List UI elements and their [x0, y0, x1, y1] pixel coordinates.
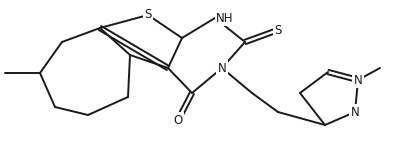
- Text: S: S: [274, 24, 282, 36]
- Text: S: S: [145, 8, 152, 21]
- Text: N: N: [354, 73, 362, 86]
- Text: N: N: [218, 61, 226, 74]
- Text: NH: NH: [216, 12, 233, 25]
- Text: N: N: [351, 106, 359, 119]
- Text: O: O: [173, 113, 183, 126]
